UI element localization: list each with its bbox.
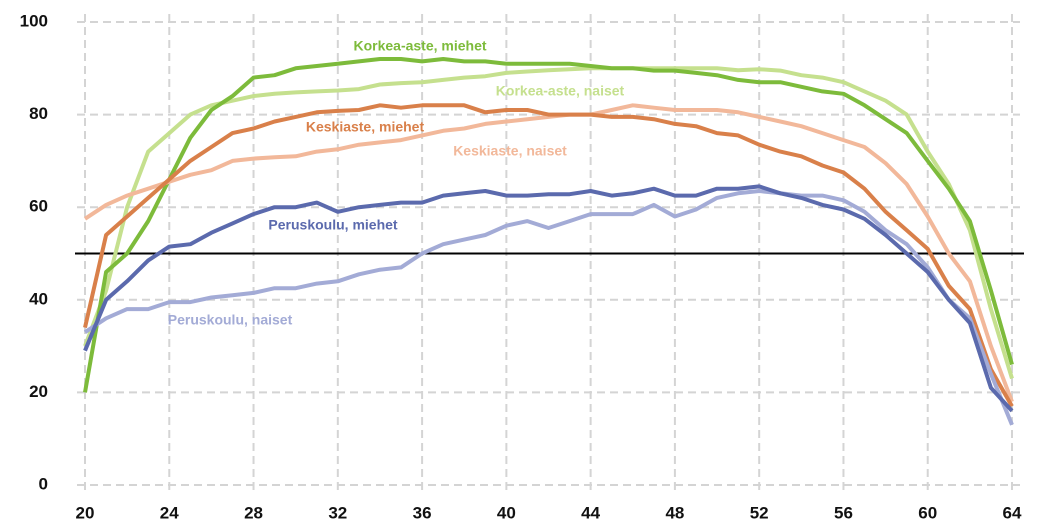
series-label: Korkea-aste, naiset: [496, 83, 625, 99]
y-tick-label: 60: [29, 197, 48, 216]
x-tick-label: 64: [1003, 503, 1022, 522]
x-tick-label: 60: [918, 503, 937, 522]
series-line: [83, 103, 1014, 408]
y-tick-label: 0: [39, 474, 48, 493]
x-tick-label: 20: [76, 503, 95, 522]
x-tick-label: 44: [581, 503, 600, 522]
x-tick-label: 32: [328, 503, 347, 522]
y-tick-label: 100: [20, 11, 48, 30]
series-line: [83, 103, 1014, 403]
y-tick-label: 80: [29, 104, 48, 123]
series-line: [83, 189, 1014, 426]
series-line: [83, 66, 1014, 380]
series-label: Keskiaste, naiset: [453, 143, 567, 159]
x-tick-label: 52: [750, 503, 769, 522]
x-tick-label: 48: [665, 503, 684, 522]
series-line: [83, 57, 1014, 393]
y-tick-label: 40: [29, 289, 48, 308]
x-tick-label: 36: [413, 503, 432, 522]
series-label: Korkea-aste, miehet: [353, 38, 486, 54]
x-tick-label: 40: [497, 503, 516, 522]
x-tick-label: 28: [244, 503, 263, 522]
series-line: [83, 184, 1014, 413]
x-tick-label: 56: [834, 503, 853, 522]
series-label: Keskiaste, miehet: [306, 119, 425, 135]
x-tick-label: 24: [160, 503, 179, 522]
y-tick-label: 20: [29, 382, 48, 401]
series-label: Peruskoulu, naiset: [168, 312, 293, 328]
series-label: Peruskoulu, miehet: [268, 217, 397, 233]
